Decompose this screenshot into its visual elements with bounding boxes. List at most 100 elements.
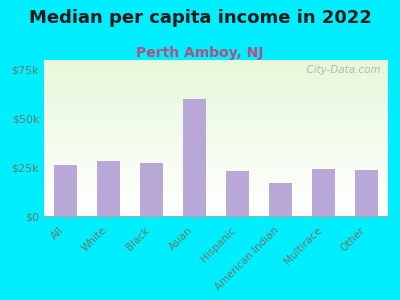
Bar [183,99,206,216]
Bar [44,206,388,207]
Bar [54,165,77,216]
Bar [44,131,388,132]
Bar [44,185,388,186]
Bar [44,101,388,102]
Bar [44,133,388,134]
Bar [44,97,388,98]
Bar [44,99,388,100]
Bar [44,61,388,62]
Bar [44,209,388,210]
Bar [44,173,388,174]
Bar [44,93,388,94]
Bar [44,72,388,73]
Bar [44,132,388,133]
Bar [44,175,388,176]
Bar [44,157,388,158]
Bar [44,144,388,145]
Bar [44,135,388,136]
Text: City-Data.com: City-Data.com [300,65,381,75]
Bar [44,137,388,138]
Bar [44,190,388,191]
Bar [44,145,388,146]
Bar [44,89,388,90]
Bar [355,170,378,216]
Bar [44,107,388,108]
Bar [44,69,388,70]
Bar [44,212,388,213]
Bar [44,68,388,69]
Bar [44,64,388,65]
Bar [44,110,388,111]
Bar [44,165,388,166]
Bar [44,203,388,204]
Bar [44,151,388,152]
Bar [44,127,388,128]
Bar [44,82,388,83]
Bar [44,198,388,199]
Bar [44,191,388,192]
Bar [44,121,388,122]
Bar [44,95,388,96]
Bar [44,115,388,116]
Bar [44,92,388,93]
Bar [44,94,388,95]
Bar [44,100,388,101]
Bar [44,158,388,159]
Bar [44,164,388,165]
Bar [44,180,388,181]
Bar [140,163,163,216]
Bar [44,122,388,123]
Bar [44,129,388,130]
Bar [44,171,388,172]
Bar [44,186,388,187]
Bar [44,176,388,177]
Bar [44,77,388,78]
Bar [44,207,388,208]
Bar [44,204,388,205]
Bar [44,67,388,68]
Bar [44,98,388,99]
Bar [44,213,388,214]
Text: Perth Amboy, NJ: Perth Amboy, NJ [136,46,264,61]
Bar [44,112,388,113]
Bar [44,114,388,115]
Bar [44,134,388,135]
Bar [44,194,388,195]
Bar [44,215,388,216]
Bar [44,149,388,150]
Bar [44,75,388,76]
Bar [44,189,388,190]
Bar [44,91,388,92]
Bar [44,102,388,103]
Bar [44,74,388,75]
Text: Median per capita income in 2022: Median per capita income in 2022 [28,9,372,27]
Bar [44,109,388,110]
Bar [44,200,388,201]
Bar [44,60,388,61]
Bar [44,84,388,85]
Bar [44,174,388,175]
Bar [44,163,388,164]
Bar [44,140,388,141]
Bar [44,161,388,162]
Bar [44,139,388,140]
Bar [44,85,388,86]
Bar [44,65,388,66]
Bar [44,66,388,67]
Bar [44,188,388,189]
Bar [44,124,388,125]
Bar [44,179,388,180]
Bar [44,195,388,196]
Bar [44,108,388,109]
Bar [44,87,388,88]
Bar [44,123,388,124]
Bar [97,161,120,216]
Bar [44,214,388,215]
Bar [44,81,388,82]
Bar [44,210,388,211]
Bar [44,147,388,148]
Bar [44,168,388,169]
Bar [44,116,388,117]
Bar [44,71,388,72]
Bar [44,211,388,212]
